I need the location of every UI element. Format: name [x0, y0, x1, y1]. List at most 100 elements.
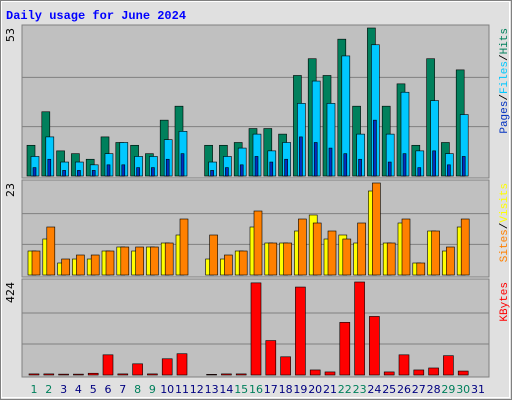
- x-tick-label: 10: [160, 383, 174, 396]
- bar: [417, 167, 422, 177]
- bar: [357, 222, 366, 276]
- bar: [358, 158, 362, 177]
- y-tick-label: 53: [4, 28, 17, 42]
- bar: [268, 242, 278, 276]
- bar: [77, 170, 81, 177]
- x-tick-label: 18: [279, 383, 293, 396]
- bar: [210, 170, 214, 177]
- bar: [254, 156, 259, 177]
- bar: [401, 218, 411, 276]
- x-tick-label: 15: [234, 383, 248, 396]
- bar: [398, 354, 410, 376]
- legend: Sites/Visits: [499, 183, 511, 262]
- bar: [120, 246, 130, 276]
- bar: [309, 369, 321, 376]
- x-tick-label: 23: [353, 383, 367, 396]
- bar: [269, 161, 274, 177]
- legend-entry: Files: [499, 61, 511, 94]
- bar: [165, 158, 170, 177]
- x-tick-label: 27: [412, 383, 426, 396]
- bar: [280, 356, 291, 376]
- legend-entry: Hits: [499, 28, 511, 54]
- y-tick-label: 424: [4, 282, 17, 303]
- x-tick-label: 2: [45, 383, 52, 396]
- x-tick-label: 24: [367, 383, 381, 396]
- x-tick-label: 28: [427, 383, 441, 396]
- bar: [342, 238, 352, 276]
- bar: [413, 369, 425, 376]
- bar: [343, 153, 348, 177]
- bar: [312, 222, 322, 276]
- legend-entry: Visits: [499, 183, 511, 223]
- bar: [31, 250, 41, 276]
- bar: [76, 254, 85, 276]
- bar: [443, 355, 454, 376]
- bar: [105, 250, 115, 276]
- bar: [135, 246, 144, 276]
- bar: [61, 258, 70, 276]
- bar: [28, 373, 40, 376]
- bar: [373, 119, 377, 177]
- bar: [461, 156, 466, 177]
- x-tick-label: 11: [175, 383, 189, 396]
- bar: [339, 322, 351, 376]
- bar: [106, 164, 111, 177]
- bar: [179, 218, 189, 276]
- bar: [299, 136, 303, 177]
- x-tick-label: 8: [134, 383, 141, 396]
- x-tick-label: 31: [471, 383, 485, 396]
- bar: [32, 167, 37, 177]
- bar: [221, 373, 232, 376]
- bar: [180, 153, 185, 177]
- bar: [58, 373, 69, 376]
- bar: [150, 246, 159, 276]
- x-tick-label: 20: [308, 383, 322, 396]
- bar: [283, 242, 292, 276]
- chart-title: Daily usage for June 2024: [6, 9, 186, 23]
- bar: [87, 372, 99, 376]
- bar: [209, 234, 218, 276]
- legend: Pages/Files/Hits: [499, 28, 511, 134]
- bar: [117, 373, 129, 376]
- bar: [206, 374, 217, 376]
- bar: [224, 254, 233, 276]
- bar: [176, 353, 188, 376]
- bar: [432, 150, 436, 177]
- bar: [43, 373, 55, 376]
- bar: [295, 286, 306, 376]
- x-tick-label: 25: [382, 383, 396, 396]
- x-tick-label: 26: [397, 383, 411, 396]
- x-tick-label: 3: [60, 383, 67, 396]
- bar: [457, 370, 469, 376]
- bar: [460, 218, 470, 276]
- bar: [369, 316, 380, 376]
- bar: [102, 354, 114, 376]
- legend-separator: /: [499, 94, 511, 101]
- bar: [428, 367, 439, 376]
- x-tick-label: 14: [219, 383, 233, 396]
- x-tick-label: 1: [31, 383, 38, 396]
- bar: [235, 373, 247, 376]
- bar: [239, 164, 244, 177]
- bar: [46, 226, 56, 276]
- bar: [253, 210, 263, 276]
- legend-entry: Sites: [499, 229, 511, 262]
- legend-entry: KBytes: [499, 282, 511, 322]
- bar: [372, 182, 381, 276]
- bar: [164, 242, 174, 276]
- bar: [387, 161, 392, 177]
- x-tick-label: 6: [105, 383, 112, 396]
- bar: [324, 371, 336, 376]
- bar: [121, 164, 126, 177]
- x-tick-label: 4: [75, 383, 82, 396]
- bar: [132, 363, 143, 376]
- x-tick-label: 13: [205, 383, 219, 396]
- bar: [402, 153, 407, 177]
- bar: [284, 158, 288, 177]
- bar: [91, 170, 96, 177]
- bar: [416, 262, 426, 276]
- x-tick-label: 17: [264, 383, 278, 396]
- bar: [151, 167, 155, 177]
- x-tick-label: 9: [149, 383, 156, 396]
- x-tick-label: 22: [338, 383, 352, 396]
